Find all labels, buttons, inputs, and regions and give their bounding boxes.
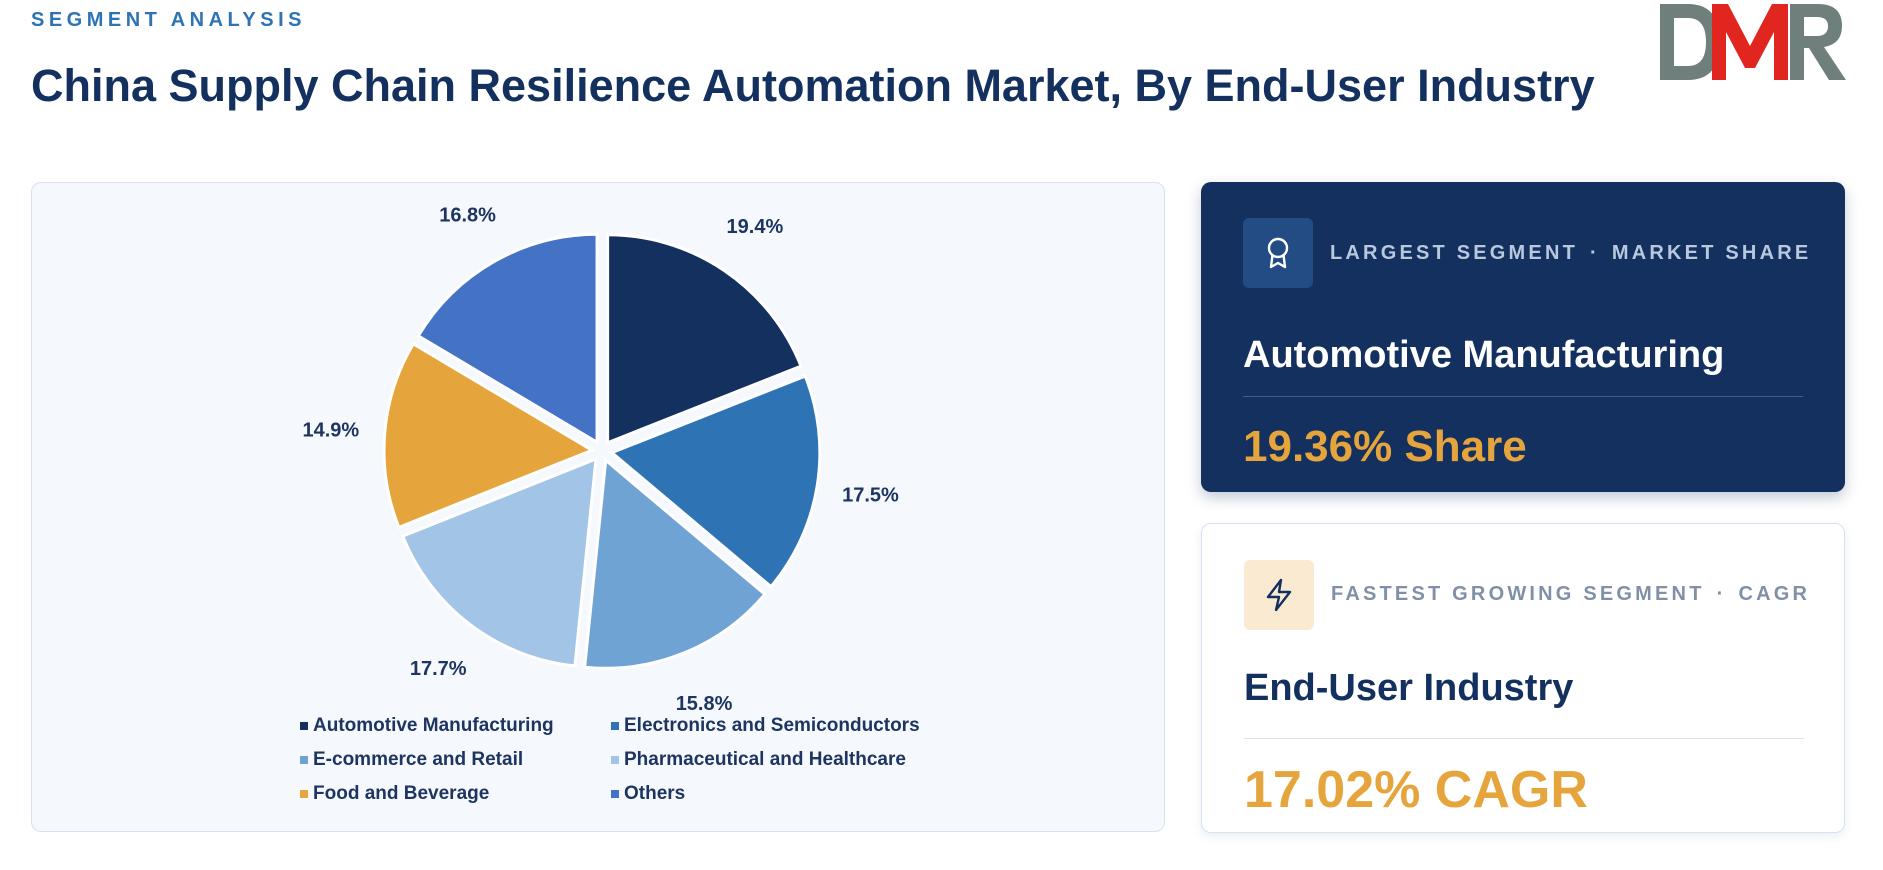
largest-segment-name: Automotive Manufacturing [1243,334,1725,376]
legend-item-0: Automotive Manufacturing [300,715,611,737]
label-separator: · [1590,242,1600,264]
legend-label: Others [624,783,686,804]
pie-slice-5 [416,232,599,445]
pie-slice-4 [382,341,596,530]
legend-item-3: Pharmaceutical and Healthcare [611,749,931,771]
largest-segment-label: LARGEST SEGMENT · MARKET SHARE [1330,242,1811,265]
fastest-growing-metric: 17.02% CAGR [1244,761,1588,819]
logo-letter-d [1660,4,1720,80]
label-left: LARGEST SEGMENT [1330,242,1579,264]
legend-item-4: Food and Beverage [300,783,611,805]
legend-swatch [300,722,308,730]
pie-chart-card: 19.4% 17.5% 15.8% 17.7% 14.9% 16.8% Automotiv… [31,182,1165,832]
logo-letter-r [1790,4,1846,80]
pie-slice-2 [583,457,767,670]
legend-item-1: Electronics and Semiconductors [611,715,931,737]
legend-swatch [611,756,619,764]
legend-item-5: Others [611,783,931,805]
label-right: MARKET SHARE [1611,242,1812,264]
section-eyebrow: SEGMENT ANALYSIS [31,9,306,31]
label-right: CAGR [1738,583,1811,605]
fastest-growing-card: FASTEST GROWING SEGMENT · CAGR End-User In… [1201,523,1845,833]
fastest-growing-name: End-User Industry [1244,667,1574,709]
legend-swatch [300,790,308,798]
label-left: FASTEST GROWING SEGMENT [1331,583,1705,605]
largest-segment-metric: 19.36% Share [1243,422,1527,471]
legend-swatch [611,722,619,730]
slice-label-1: 17.5% [842,485,899,507]
fastest-growing-label: FASTEST GROWING SEGMENT · CAGR [1331,583,1810,606]
legend-swatch [300,756,308,764]
pie-slice-3 [400,456,598,668]
card-divider [1243,396,1803,397]
legend-label: Electronics and Semiconductors [624,715,920,736]
pie-slice-1 [608,374,822,589]
slice-label-0: 19.4% [727,216,784,238]
logo-letter-m [1712,4,1788,80]
award-icon [1243,218,1313,288]
card-divider [1244,738,1804,739]
slice-label-4: 14.9% [302,420,359,442]
page-title: China Supply Chain Resilience Automation… [31,60,1595,111]
pie-chart: 19.4% 17.5% 15.8% 17.7% 14.9% 16.8% [302,205,899,716]
label-separator: · [1716,583,1727,605]
legend-label: Pharmaceutical and Healthcare [624,749,906,770]
legend-swatch [611,790,619,798]
slice-label-2: 15.8% [676,693,733,715]
legend-item-2: E-commerce and Retail [300,749,611,771]
legend-label: Food and Beverage [313,783,490,804]
legend-label: Automotive Manufacturing [313,715,554,736]
pie-slice-0 [606,233,803,445]
largest-segment-card: LARGEST SEGMENT · MARKET SHARE Automotive … [1201,182,1845,492]
slice-label-3: 17.7% [410,658,467,680]
legend-label: E-commerce and Retail [313,749,524,770]
lightning-icon [1244,560,1314,630]
dmr-logo [1660,4,1846,80]
slice-label-5: 16.8% [439,205,496,227]
chart-legend: Automotive Manufacturing Electronics and … [300,715,940,805]
